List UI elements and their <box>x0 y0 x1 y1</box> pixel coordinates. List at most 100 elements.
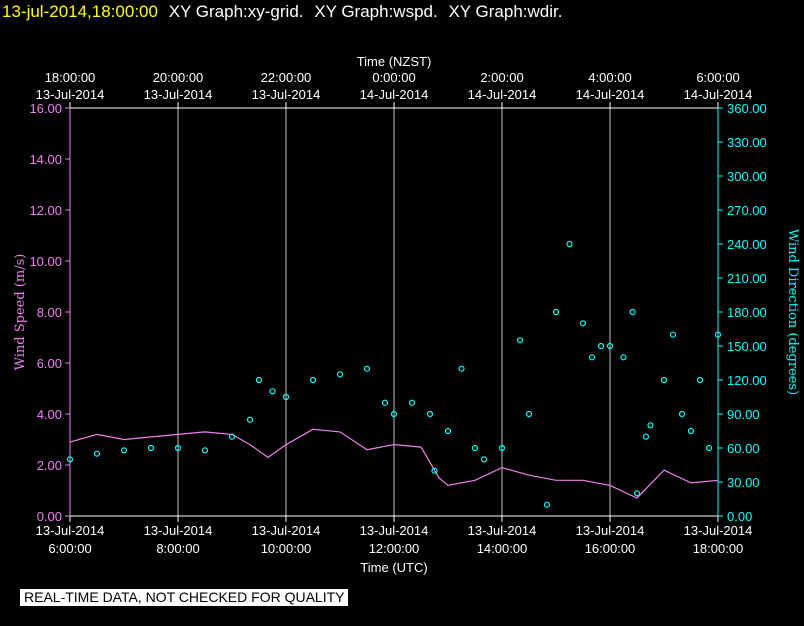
y-right-tick-label: 180.00 <box>727 305 767 320</box>
x-top-tick-time: 6:00:00 <box>696 70 739 85</box>
wind-direction-point <box>336 371 344 378</box>
wind-direction-point <box>480 456 488 463</box>
wind-direction-point <box>678 410 686 418</box>
wind-direction-point <box>93 450 101 457</box>
wind-direction-point <box>408 399 416 406</box>
wind-direction-point <box>714 331 722 338</box>
x-top-tick-date: 14-Jul-2014 <box>684 87 753 102</box>
wind-direction-point <box>633 490 641 497</box>
wind-direction-point <box>228 433 236 440</box>
wind-direction-point <box>174 444 182 452</box>
y-left-label: Wind Speed (m/s) <box>13 254 28 371</box>
x-bottom-tick-date: 13-Jul-2014 <box>36 523 105 538</box>
wind-direction-point <box>629 308 636 316</box>
wind-direction-point <box>246 416 254 423</box>
wind-direction-point <box>552 308 560 316</box>
y-right-tick-label: 330.00 <box>727 135 767 150</box>
graph-title-wdir: XY Graph:wdir. <box>448 2 563 21</box>
wind-direction-point <box>669 331 677 338</box>
wind-direction-point <box>579 320 587 327</box>
y-right-tick-label: 90.00 <box>727 407 760 422</box>
chart-header: 13-jul-2014,18:00:00 XY Graph:xy-grid. X… <box>2 2 562 22</box>
x-bottom-tick-time: 16:00:00 <box>585 541 636 556</box>
wind-direction-point <box>642 433 650 440</box>
y-left-tick-label: 2.00 <box>37 458 62 473</box>
wind-speed-line <box>69 428 719 499</box>
wind-direction-point <box>620 354 627 361</box>
x-bottom-tick-time: 8:00:00 <box>156 541 199 556</box>
x-bottom-tick-date: 13-Jul-2014 <box>576 523 645 538</box>
wind-direction-point <box>66 456 74 463</box>
wind-direction-point <box>431 467 438 474</box>
x-top-tick-time: 4:00:00 <box>588 70 631 85</box>
wind-direction-point <box>147 444 155 452</box>
y-left-tick-label: 12.00 <box>29 203 62 218</box>
y-left-tick-label: 14.00 <box>29 152 62 167</box>
y-right-tick-label: 150.00 <box>727 339 767 354</box>
x-top-tick-time: 20:00:00 <box>153 70 204 85</box>
x-bottom-tick-time: 10:00:00 <box>261 541 312 556</box>
x-top-label: Time (NZST) <box>357 54 432 69</box>
x-top-tick-time: 18:00:00 <box>45 70 96 85</box>
y-right-tick-label: 360.00 <box>727 101 767 116</box>
y-left-tick-label: 8.00 <box>37 305 62 320</box>
x-bottom-tick-time: 12:00:00 <box>369 541 420 556</box>
wind-direction-point <box>588 354 596 361</box>
x-bottom-tick-time: 14:00:00 <box>477 541 528 556</box>
x-top-tick-time: 0:00:00 <box>372 70 415 85</box>
y-right-tick-label: 300.00 <box>727 169 767 184</box>
y-left-tick-label: 16.00 <box>29 101 62 116</box>
wind-direction-point <box>269 388 276 395</box>
wind-direction-point <box>606 342 614 350</box>
wind-direction-point <box>458 365 465 372</box>
y-right-tick-label: 120.00 <box>727 373 767 388</box>
wind-direction-point <box>444 427 452 435</box>
x-top-tick-date: 14-Jul-2014 <box>360 87 429 102</box>
wind-direction-point <box>566 240 573 248</box>
wind-direction-point <box>597 342 605 350</box>
y-left-tick-label: 6.00 <box>37 356 62 371</box>
wind-direction-point <box>498 444 506 452</box>
y-right-tick-label: 240.00 <box>727 237 767 252</box>
wind-direction-point <box>516 337 524 344</box>
wind-direction-point <box>543 501 551 508</box>
y-right-tick-label: 30.00 <box>727 475 760 490</box>
y-left-tick-label: 0.00 <box>37 509 62 524</box>
wind-direction-point <box>282 393 290 401</box>
wind-direction-point <box>381 399 389 406</box>
x-bottom-tick-time: 6:00:00 <box>48 541 91 556</box>
y-right-tick-label: 270.00 <box>727 203 767 218</box>
wind-direction-point <box>471 444 479 452</box>
wind-direction-point <box>255 376 263 384</box>
y-right-tick-label: 0.00 <box>727 509 752 524</box>
wind-direction-point <box>525 410 533 418</box>
wind-direction-point <box>705 444 713 452</box>
y-left-tick-label: 4.00 <box>37 407 62 422</box>
x-top-tick-time: 2:00:00 <box>480 70 523 85</box>
x-top-tick-date: 14-Jul-2014 <box>576 87 645 102</box>
x-top-tick-date: 13-Jul-2014 <box>36 87 105 102</box>
wind-direction-point <box>647 422 654 429</box>
x-bottom-label: Time (UTC) <box>360 560 427 575</box>
x-bottom-tick-date: 13-Jul-2014 <box>252 523 321 538</box>
x-top-tick-date: 13-Jul-2014 <box>252 87 321 102</box>
y-right-tick-label: 60.00 <box>727 441 760 456</box>
wind-direction-point <box>363 365 371 372</box>
wind-direction-point <box>309 376 317 384</box>
x-bottom-tick-date: 13-Jul-2014 <box>468 523 537 538</box>
x-bottom-tick-date: 13-Jul-2014 <box>144 523 213 538</box>
x-top-tick-time: 22:00:00 <box>261 70 312 85</box>
wind-direction-point <box>696 376 704 384</box>
wind-direction-point <box>687 427 695 435</box>
y-left-tick-label: 10.00 <box>29 254 62 269</box>
x-bottom-tick-time: 18:00:00 <box>693 541 744 556</box>
x-top-tick-date: 14-Jul-2014 <box>468 87 537 102</box>
timestamp: 13-jul-2014,18:00:00 <box>2 2 158 21</box>
wind-direction-point <box>426 410 434 418</box>
x-top-tick-date: 13-Jul-2014 <box>144 87 213 102</box>
wind-direction-point <box>390 410 398 418</box>
quality-notice: REAL-TIME DATA, NOT CHECKED FOR QUALITY <box>20 589 349 606</box>
graph-title-wspd: XY Graph:wspd. <box>314 2 438 21</box>
y-right-label: Wind Direction (degrees) <box>785 229 800 395</box>
